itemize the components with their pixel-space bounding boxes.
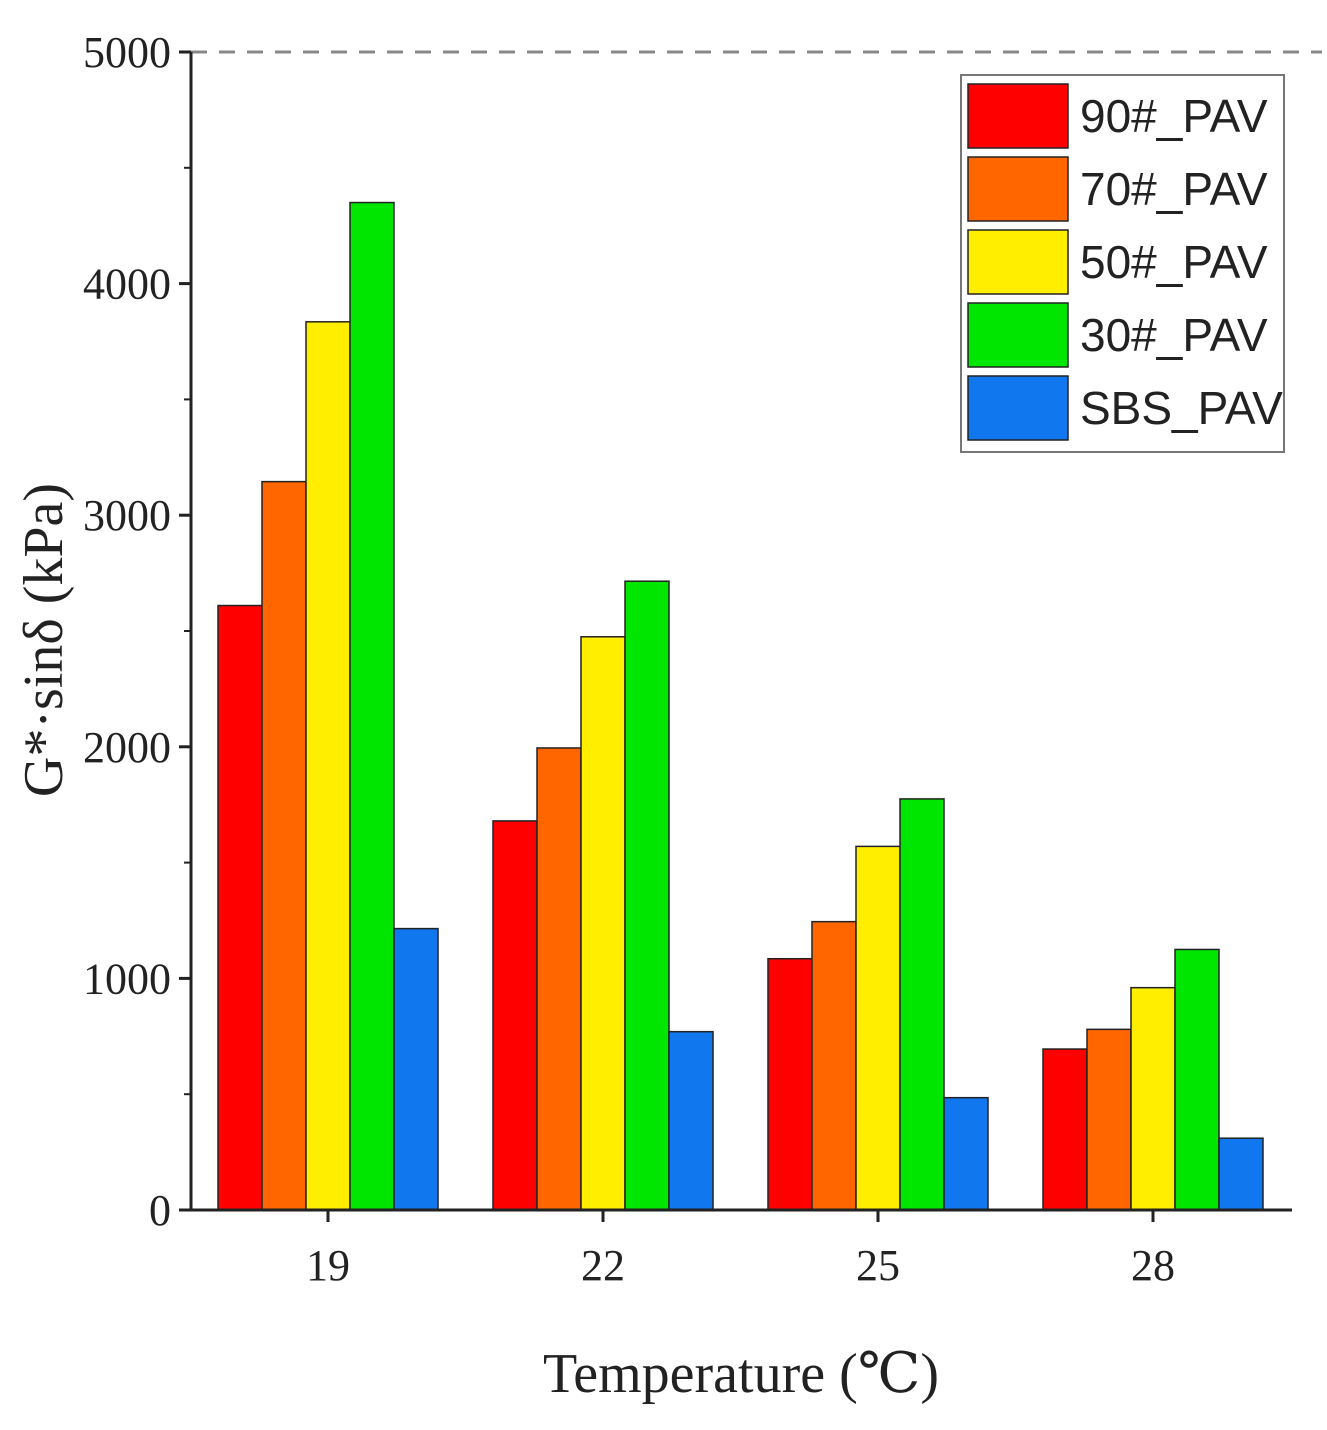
bar-90#_PAV-22 (492, 820, 538, 1211)
bar-90#_PAV-25 (767, 957, 813, 1211)
x-ticks-layer: 19 22 25 28 (306, 1210, 1175, 1290)
bar-30#_PAV-25 (899, 798, 945, 1211)
bar-50#_PAV-22 (580, 636, 626, 1211)
bar-30#_PAV-28 (1174, 948, 1220, 1211)
bar-70#_PAV-22 (536, 747, 582, 1211)
legend-label-90#_PAV: 90#_PAV (1080, 90, 1268, 142)
bar-SBS_PAV-19 (393, 927, 439, 1211)
bar-70#_PAV-28 (1086, 1028, 1132, 1211)
y-tick-label: 3000 (83, 491, 171, 540)
legend-label-30#_PAV: 30#_PAV (1080, 309, 1268, 361)
x-tick-label: 19 (306, 1241, 350, 1290)
bar-50#_PAV-25 (855, 845, 901, 1211)
legend: 90#_PAV 70#_PAV 50#_PAV 30#_PAV SBS_PAV (960, 74, 1285, 453)
legend-label-SBS_PAV: SBS_PAV (1080, 382, 1283, 434)
legend-swatch-90#_PAV (967, 83, 1069, 149)
legend-label-50#_PAV: 50#_PAV (1080, 236, 1268, 288)
bar-SBS_PAV-22 (668, 1030, 714, 1211)
x-tick-label: 28 (1131, 1241, 1175, 1290)
legend-swatch-70#_PAV (967, 156, 1069, 222)
x-axis-title: Temperature (℃) (543, 1343, 939, 1405)
y-tick-label: 2000 (83, 723, 171, 772)
bar-90#_PAV-28 (1042, 1048, 1088, 1211)
legend-label-70#_PAV: 70#_PAV (1080, 163, 1268, 215)
y-tick-label: 5000 (83, 28, 171, 77)
y-tick-label: 0 (149, 1186, 171, 1235)
y-tick-label: 4000 (83, 260, 171, 309)
y-axis-title: G*·sinδ (kPa) (13, 483, 75, 797)
legend-swatch-50#_PAV (967, 229, 1069, 295)
y-tick-label: 1000 (83, 954, 171, 1003)
legend-swatch-SBS_PAV (967, 375, 1069, 441)
bar-70#_PAV-25 (811, 920, 857, 1211)
bar-30#_PAV-19 (349, 201, 395, 1211)
y-ticks-layer: 0 1000 2000 3000 4000 5000 (83, 28, 191, 1235)
bar-90#_PAV-19 (217, 604, 263, 1211)
bars-layer (217, 201, 1264, 1211)
bar-50#_PAV-28 (1130, 986, 1176, 1211)
legend-swatch-30#_PAV (967, 302, 1069, 368)
bar-SBS_PAV-28 (1218, 1137, 1264, 1211)
bar-50#_PAV-19 (305, 321, 351, 1211)
x-tick-label: 22 (581, 1241, 625, 1290)
bar-70#_PAV-19 (261, 480, 307, 1211)
bar-30#_PAV-22 (624, 580, 670, 1211)
x-tick-label: 25 (856, 1241, 900, 1290)
bar-SBS_PAV-25 (943, 1096, 989, 1211)
